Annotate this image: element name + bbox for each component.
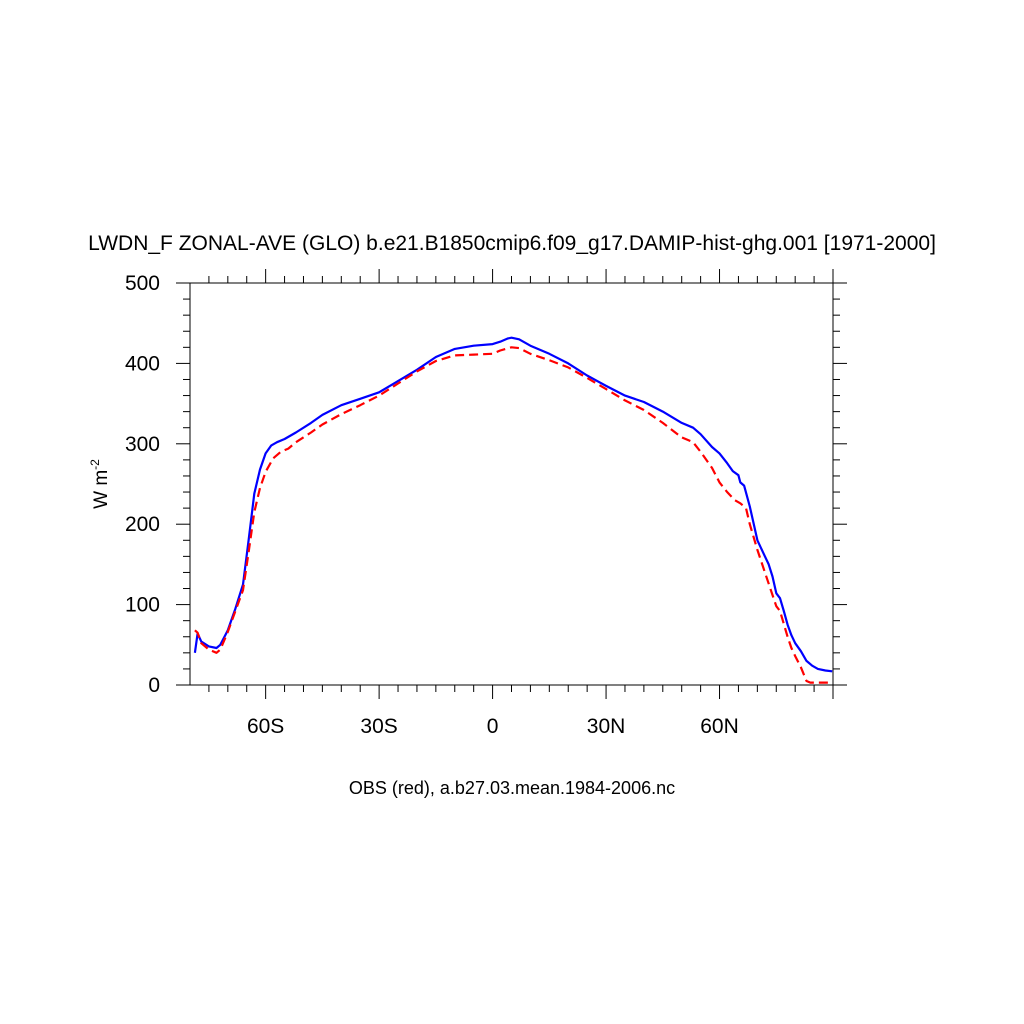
y-tick-label: 400 [125,352,160,375]
x-tick-label: 30S [360,715,397,738]
y-tick-label: 200 [125,513,160,536]
y-tick-label: 500 [125,272,160,295]
x-tick-label: 30N [587,715,626,738]
y-tick-label: 300 [125,433,160,456]
y-tick-label: 100 [125,594,160,617]
axis-ticks [176,269,847,699]
x-tick-label: 60N [700,715,739,738]
obs-series-line [194,346,833,684]
x-axis-label: OBS (red), a.b27.03.mean.1984-2006.nc [349,778,675,798]
plot-frame [189,282,834,686]
y-axis-label: W m-2 [88,459,112,509]
x-tick-label: 60S [247,715,284,738]
x-tick-label: 0 [487,715,499,738]
x-tick-labels: 60S 30S 0 30N 60N [247,715,739,738]
y-axis-label-unit: W m [91,470,112,509]
y-tick-label: 0 [148,674,160,697]
model-series-line [193,336,833,673]
series-layer [193,336,833,684]
chart-title: LWDN_F ZONAL-AVE (GLO) b.e21.B1850cmip6.… [88,232,936,255]
y-axis-label-exponent: -2 [88,459,102,470]
y-tick-labels: 0 100 200 300 400 500 [125,272,160,697]
